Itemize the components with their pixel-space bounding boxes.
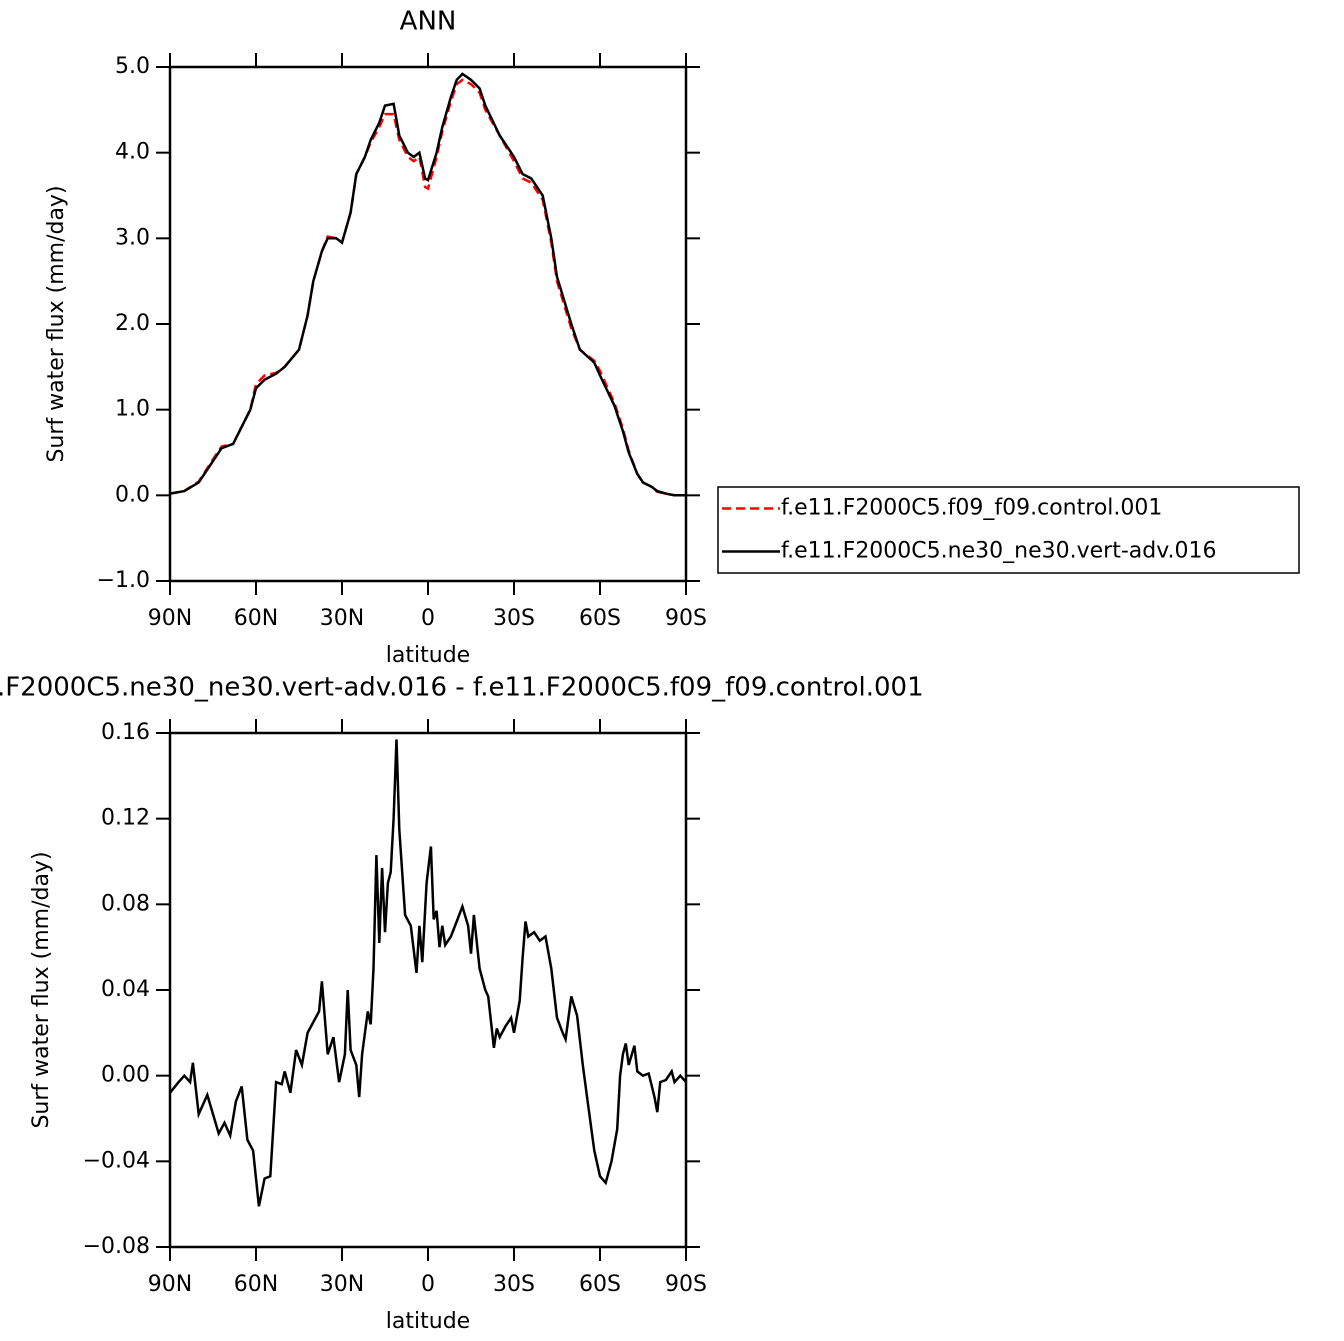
y-axis-label: Surf water flux (mm/day) (29, 851, 54, 1128)
y-tick-label: 2.0 (115, 311, 150, 336)
y-tick-label: 5.0 (115, 54, 150, 79)
x-tick-label: 60N (234, 606, 278, 631)
x-axis-label: latitude (386, 1309, 470, 1334)
y-tick-label: 3.0 (115, 225, 150, 250)
y-tick-label: 0.04 (101, 977, 150, 1002)
y-tick-label: 0.00 (101, 1063, 150, 1088)
legend-label: f.e11.F2000C5.ne30_ne30.vert-adv.016 (781, 539, 1217, 564)
y-tick-label: 4.0 (115, 140, 150, 165)
y-tick-label: 0.0 (115, 482, 150, 507)
legend-box (717, 486, 1300, 574)
y-tick-label: 1.0 (115, 397, 150, 422)
y-axis-label: Surf water flux (mm/day) (44, 185, 69, 462)
x-tick-label: 60S (579, 606, 621, 631)
y-tick-label: 0.12 (101, 806, 150, 831)
data-line (169, 78, 686, 497)
y-tick-label: −0.04 (83, 1148, 150, 1173)
x-tick-label: 90S (665, 606, 707, 631)
x-tick-label: 30N (320, 1272, 364, 1297)
x-tick-label: 90S (665, 1272, 707, 1297)
x-tick-label: 30S (493, 1272, 535, 1297)
y-tick-label: 0.16 (101, 720, 150, 745)
y-tick-label: 0.08 (101, 891, 150, 916)
x-tick-label: 60S (579, 1272, 621, 1297)
x-tick-label: 60N (234, 1272, 278, 1297)
y-tick-label: −0.08 (83, 1234, 150, 1259)
y-tick-label: −1.0 (97, 568, 150, 593)
x-tick-label: 30S (493, 606, 535, 631)
data-line (169, 72, 686, 497)
x-tick-label: 0 (421, 1272, 435, 1297)
plot-frame (168, 65, 688, 583)
chart-title: f.e11.F2000C5.ne30_ne30.vert-adv.016 - f… (0, 673, 924, 703)
chart-title: ANN (400, 7, 457, 37)
x-tick-label: 0 (421, 606, 435, 631)
data-line (169, 739, 687, 1207)
x-axis-label: latitude (386, 643, 470, 668)
legend-label: f.e11.F2000C5.f09_f09.control.001 (781, 496, 1162, 521)
x-tick-label: 90N (148, 1272, 192, 1297)
x-tick-label: 30N (320, 606, 364, 631)
x-tick-label: 90N (148, 606, 192, 631)
